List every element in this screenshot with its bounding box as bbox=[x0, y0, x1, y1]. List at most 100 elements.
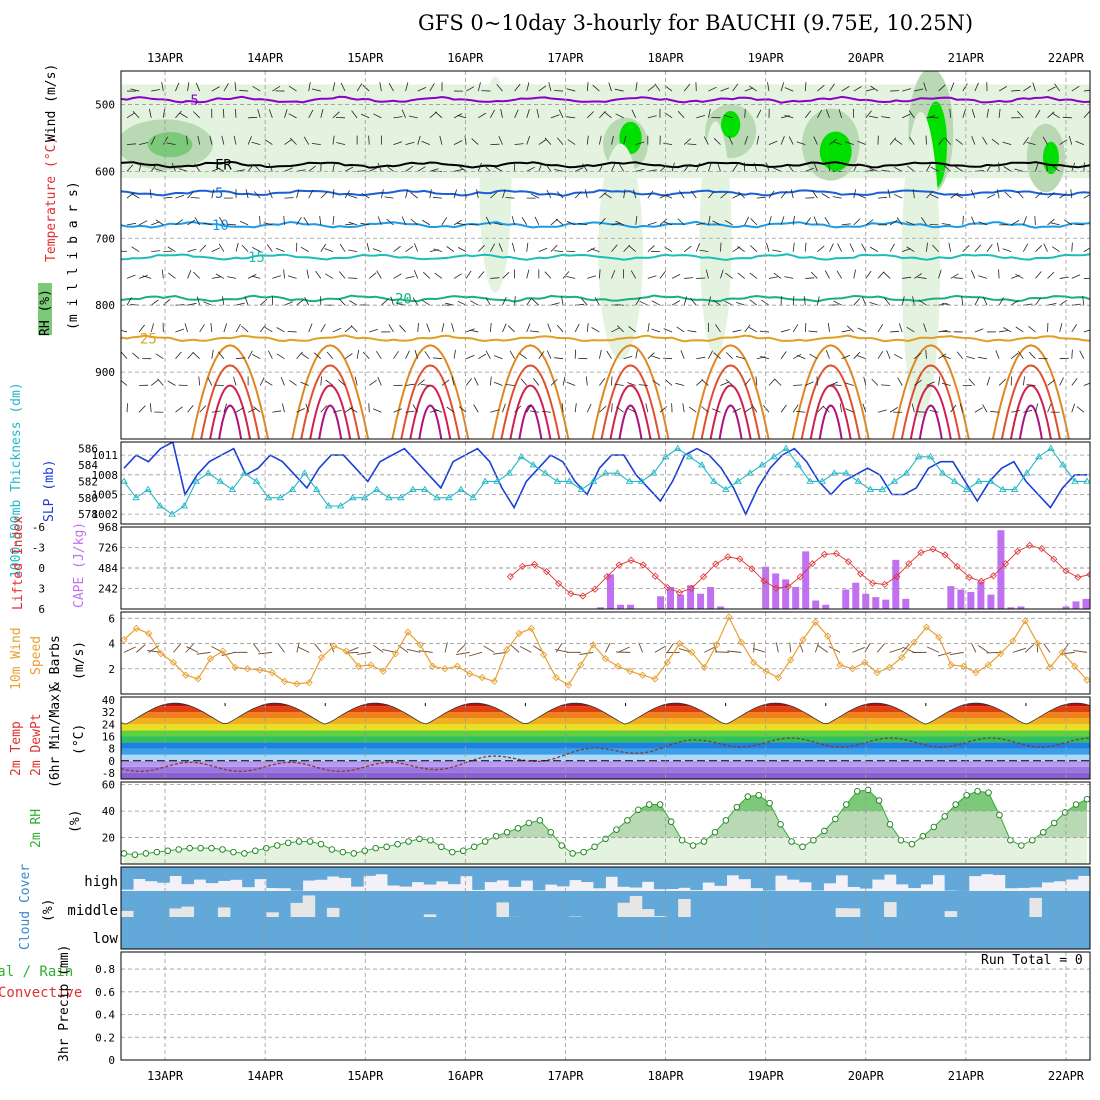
wind-barb bbox=[926, 191, 933, 199]
wind-barb bbox=[526, 135, 531, 145]
wind-barb bbox=[509, 350, 515, 359]
wind10m-marker bbox=[564, 681, 573, 689]
precip-frame bbox=[120, 951, 1091, 1061]
wind-barb bbox=[1083, 89, 1090, 92]
warm-contour bbox=[718, 404, 743, 439]
wind10m-barb bbox=[196, 651, 211, 655]
warm-contour bbox=[309, 384, 352, 439]
wind-barb bbox=[157, 378, 164, 386]
cloud-high-cell bbox=[908, 867, 921, 889]
wind10m-barb bbox=[727, 650, 742, 653]
wind-barb bbox=[384, 196, 394, 199]
wind10m-marker bbox=[873, 668, 881, 677]
wind-barb bbox=[320, 323, 326, 333]
cloud-middle-gap bbox=[326, 907, 340, 917]
wind-barb bbox=[161, 269, 164, 279]
wind-barb bbox=[883, 271, 891, 279]
wind10m-marker bbox=[219, 647, 227, 655]
wind-barb bbox=[950, 192, 959, 199]
wind-barb bbox=[324, 248, 334, 253]
upper-wind-label: Wind (m/s) bbox=[44, 64, 59, 142]
wind-barb bbox=[348, 249, 358, 253]
wind-barb bbox=[405, 383, 415, 386]
wind10m-barb bbox=[926, 646, 940, 653]
wind10m-marker bbox=[317, 653, 326, 662]
cloud-high-cell bbox=[1077, 867, 1090, 876]
warm-contour bbox=[591, 344, 670, 439]
wind10m-marker bbox=[811, 618, 820, 626]
wind-barb bbox=[167, 380, 176, 386]
chart-title: GFS 0~10day 3-hourly for BAUCHI (9.75E, … bbox=[418, 11, 973, 35]
li-marker bbox=[820, 550, 828, 558]
wind-barb bbox=[453, 273, 462, 279]
wind-barb bbox=[1023, 137, 1029, 145]
wind-barb bbox=[244, 296, 249, 306]
warm-contour bbox=[209, 384, 252, 439]
wind10m-marker bbox=[1033, 639, 1042, 648]
li-marker bbox=[905, 560, 913, 568]
rh2m-marker bbox=[383, 843, 390, 851]
rh2m-marker bbox=[646, 801, 653, 808]
wind10m-barb bbox=[852, 646, 865, 653]
top-day-label: 19APR bbox=[748, 51, 785, 65]
cloud-high-cell bbox=[217, 867, 231, 881]
bottom-day-label: 14APR bbox=[247, 1069, 284, 1083]
wind-barb bbox=[956, 351, 964, 359]
wind10m-marker bbox=[824, 632, 832, 640]
wind-barb bbox=[296, 189, 300, 199]
wind-barb bbox=[151, 221, 160, 226]
wind-barb bbox=[1034, 215, 1036, 225]
wind-barb bbox=[750, 245, 758, 252]
wind-barb bbox=[167, 246, 176, 252]
rh2m-label-1: 2m RH bbox=[29, 809, 44, 848]
wind-barb bbox=[195, 82, 201, 92]
cape-bar bbox=[1072, 601, 1080, 609]
wind-barb bbox=[241, 325, 249, 333]
wind-barb bbox=[264, 139, 273, 145]
upper-rh-label: RH (%) bbox=[38, 289, 53, 336]
wind-barb bbox=[379, 82, 382, 92]
wind-barb bbox=[223, 403, 227, 413]
wind-barb bbox=[974, 82, 979, 92]
wind-barb bbox=[252, 85, 261, 92]
rh2m-marker bbox=[252, 847, 259, 855]
rh-bands bbox=[124, 789, 1087, 864]
wind10m-barb bbox=[418, 650, 433, 653]
wind-barb bbox=[986, 108, 989, 118]
wind-barb bbox=[708, 162, 712, 172]
wind-barb bbox=[566, 116, 576, 119]
wind-barb bbox=[586, 403, 592, 413]
cloud-high-cell bbox=[520, 867, 534, 881]
cloud-high-cell bbox=[242, 867, 255, 888]
thickness-marker bbox=[625, 477, 634, 484]
wind-barb bbox=[187, 405, 194, 413]
thickness-marker bbox=[613, 469, 622, 476]
cape-bar bbox=[852, 582, 860, 609]
wind-barb bbox=[380, 189, 384, 199]
wind-barb bbox=[410, 192, 418, 199]
li-marker bbox=[977, 577, 985, 585]
wind-barb bbox=[453, 168, 463, 172]
wind-barb bbox=[962, 215, 964, 225]
wind-barb bbox=[429, 168, 439, 172]
cloud-high-cell bbox=[460, 867, 473, 877]
wind10m-marker bbox=[799, 636, 807, 644]
wind-barb bbox=[121, 250, 128, 253]
wind10m-marker bbox=[935, 633, 943, 641]
cloud-middle-gap bbox=[121, 910, 134, 917]
wind-barb bbox=[566, 276, 576, 279]
rh2m-marker bbox=[635, 806, 642, 814]
rh2m-marker bbox=[1029, 836, 1036, 844]
wind-barb bbox=[311, 143, 321, 145]
wind-barb bbox=[284, 197, 294, 199]
wind-barb bbox=[930, 194, 939, 199]
wind-barb bbox=[663, 194, 673, 199]
cloud-high-cell bbox=[956, 867, 970, 891]
wind-barb bbox=[803, 296, 806, 306]
wind-barb bbox=[792, 324, 799, 333]
wind-barb bbox=[1051, 246, 1060, 252]
wind10m-barb bbox=[1024, 644, 1035, 653]
wind-barb bbox=[502, 189, 506, 199]
rh2m-marker bbox=[164, 847, 172, 855]
wind-barb bbox=[199, 244, 207, 252]
